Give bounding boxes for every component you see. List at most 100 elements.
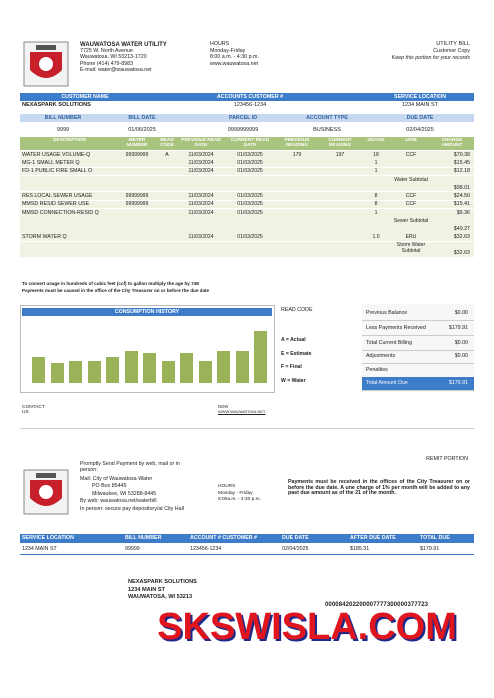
cell: 02/04/2025 [282, 546, 309, 552]
company-line: WAUWATOSA WATER UTILITY [80, 42, 167, 48]
company-line: E-mail: water@wauwatosa.net [80, 67, 152, 74]
row-background [20, 151, 474, 159]
hours-line: www.wauwatosa.net [210, 60, 258, 67]
cell: 8 [374, 201, 378, 208]
row-background [20, 209, 474, 217]
header-bar [20, 137, 474, 150]
header-bar [20, 534, 474, 543]
bill-title: UTILITY BILL [436, 41, 470, 47]
hours-line: HOURS [218, 484, 236, 489]
hours-line: 8:00 a.m. - 4:30 p.m. [210, 54, 259, 61]
cell: 01/03/2025 [237, 159, 263, 166]
summary-label: Penalties [366, 366, 388, 373]
column-header: CURRENT READING [328, 138, 352, 149]
summary-value: $0.00 [454, 309, 468, 316]
copy-label: Customer Copy [433, 48, 470, 54]
cell: Water Subtotal [394, 176, 428, 183]
cell: WATER USAGE VOLUME-Q [22, 151, 91, 158]
cell: 11/03/2024 [188, 151, 214, 158]
cell: FD-1 PUBLIC FIRE SMALL O [22, 168, 93, 175]
read-code: W = Water [281, 377, 306, 384]
bar [124, 351, 138, 383]
bar [254, 331, 267, 383]
column-header: ACCOUNTS CUSTOMER # [216, 93, 284, 100]
row-background [20, 200, 474, 209]
cell: 8 [374, 192, 378, 199]
company-line: 7725 W. North Avenue [80, 47, 133, 54]
note: Payments must be caused in the office of… [22, 288, 210, 293]
cell: 9999999999 [227, 127, 259, 133]
cell: 1234 MAIN ST [401, 101, 439, 108]
column-header: PREVIOUS READING [284, 138, 310, 149]
cell: MG-1 SMALL METER Q [22, 159, 80, 166]
summary-label: Total Amount Due [366, 379, 408, 386]
header-bar [20, 114, 474, 122]
note: To convert usage in hundreds of cubic fe… [22, 281, 199, 286]
charge-amount: $24.50 [453, 192, 470, 199]
divider [362, 350, 474, 351]
read-code: F = Final [281, 364, 302, 370]
charge-amount: $15.45 [453, 159, 470, 166]
header-bar [20, 93, 474, 101]
column-header: USAGE [367, 138, 385, 143]
hours-line: Monday-Friday [210, 47, 246, 54]
row-background [20, 233, 474, 241]
summary-label: Less Payments Received [366, 324, 426, 331]
column-header: CHARGE AMOUNT [441, 138, 463, 149]
charge-amount: $70.38 [453, 151, 470, 158]
remit-line: PO Box 85445 [92, 483, 127, 489]
cell: $179.91 [420, 546, 440, 552]
summary-value: $0.00 [454, 339, 468, 346]
cell: 99999999 [125, 201, 149, 208]
cell: 1.0 [372, 233, 380, 240]
charge-amount: $49.27 [453, 225, 470, 232]
cell: 99999999 [125, 192, 149, 199]
summary-label: Adjustments [366, 352, 396, 359]
cell: ERU [405, 233, 417, 240]
customer-name: NEXASPARK SOLUTIONS [22, 101, 91, 108]
keep-note: Keep this portion for your records [391, 55, 470, 61]
divider [362, 390, 474, 391]
column-header: AFTER DUE DATE [350, 534, 396, 541]
row-background [20, 176, 474, 192]
summary-label: Previous Balance [366, 309, 408, 316]
cell: MMSD RESID SEWER USE [22, 201, 90, 208]
divider [20, 554, 474, 556]
bar [32, 357, 45, 383]
cell: 01/03/2025 [237, 168, 263, 175]
summary-value: $179.91 [448, 324, 468, 331]
cell: CCF [405, 201, 417, 208]
cell: CCF [405, 151, 417, 158]
logo [23, 41, 69, 87]
bar [235, 351, 249, 383]
barcode: 000084202200007777300000377723 [325, 602, 429, 608]
cell: 123456-1234 [190, 546, 222, 552]
cell: 11/03/2024 [188, 233, 214, 240]
divider [362, 320, 474, 321]
cell: 11/03/2024 [188, 192, 214, 199]
bar [106, 357, 119, 383]
column-header: DUE DATE [406, 114, 434, 121]
divider [362, 363, 474, 364]
column-header: CURRENT READ DATE [230, 138, 270, 149]
cell: MMSD CONNECTION-RESID Q [22, 209, 99, 216]
cell: 11/03/2024 [188, 159, 214, 166]
row-background [20, 217, 474, 233]
bar [217, 351, 230, 383]
column-header: BILL NUMBER [44, 114, 82, 121]
remit-title: REMIT PORTION [426, 456, 468, 462]
cell: 1 [374, 209, 378, 216]
cell: 179 [292, 151, 302, 158]
summary-label: Total Current Billing [366, 339, 412, 346]
column-header: ACCOUNT TYPE [306, 114, 348, 121]
remit-line: In person: secure pay depository/at City… [80, 505, 184, 512]
cell: 01/03/2025 [237, 151, 263, 158]
cell: 123456-1234 [233, 101, 267, 108]
summary-value: $0.00 [454, 352, 468, 359]
bar [198, 361, 212, 383]
cell: 9999 [56, 127, 70, 133]
column-header: BILL NUMBER [125, 534, 162, 541]
column-header: BILL DATE [128, 114, 156, 121]
address-line: 1234 MAIN ST [128, 586, 165, 593]
